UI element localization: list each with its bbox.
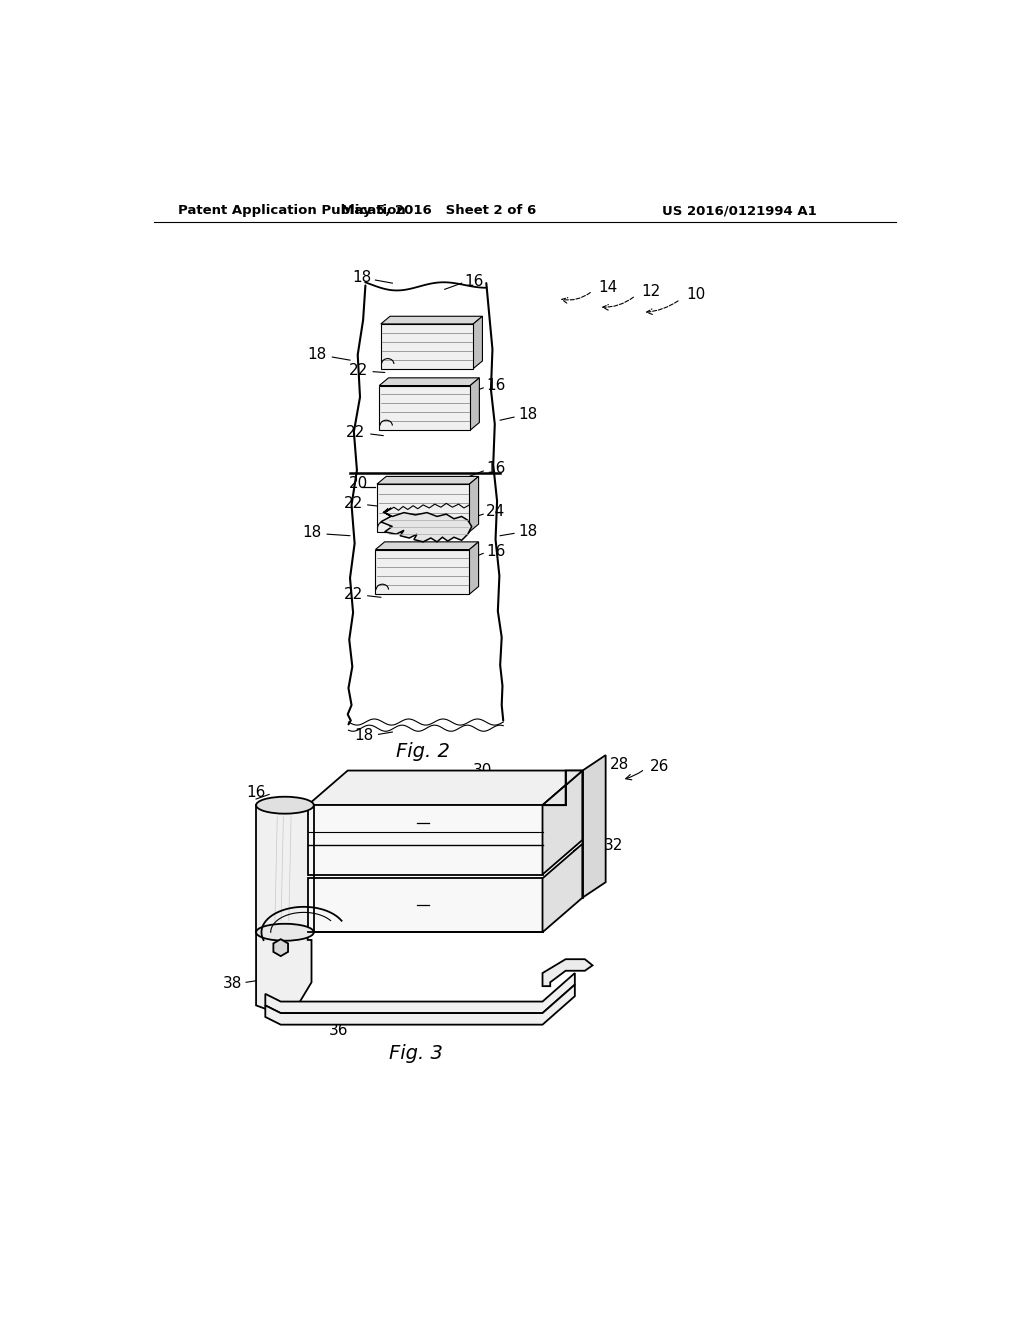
Text: 22: 22 — [344, 586, 364, 602]
Polygon shape — [583, 755, 605, 898]
Text: 18: 18 — [352, 271, 372, 285]
Text: May 5, 2016   Sheet 2 of 6: May 5, 2016 Sheet 2 of 6 — [341, 205, 537, 218]
Polygon shape — [543, 771, 583, 805]
Polygon shape — [256, 805, 313, 932]
Text: Fig. 3: Fig. 3 — [388, 1044, 442, 1063]
Text: 22: 22 — [346, 425, 366, 440]
Polygon shape — [377, 484, 469, 532]
Polygon shape — [377, 477, 478, 484]
Polygon shape — [348, 282, 503, 725]
Text: Fig. 2: Fig. 2 — [396, 742, 451, 760]
Text: 16: 16 — [246, 784, 265, 800]
Text: 12: 12 — [641, 284, 660, 300]
Ellipse shape — [256, 797, 313, 813]
Text: 16: 16 — [486, 378, 506, 393]
Text: 22: 22 — [348, 363, 368, 378]
Text: 18: 18 — [518, 524, 538, 539]
Polygon shape — [376, 543, 478, 549]
Text: 16: 16 — [486, 461, 506, 477]
Polygon shape — [307, 878, 543, 932]
Text: 22: 22 — [344, 496, 364, 511]
Polygon shape — [307, 805, 543, 875]
Polygon shape — [256, 932, 311, 1011]
Text: 18: 18 — [518, 408, 538, 422]
Polygon shape — [379, 378, 479, 385]
Polygon shape — [381, 323, 473, 368]
Polygon shape — [470, 378, 479, 430]
Text: 36: 36 — [329, 1023, 348, 1038]
Text: 14: 14 — [598, 280, 617, 296]
Text: Patent Application Publication: Patent Application Publication — [178, 205, 407, 218]
Text: 16: 16 — [465, 275, 484, 289]
Polygon shape — [307, 771, 583, 805]
Polygon shape — [469, 543, 478, 594]
Polygon shape — [381, 512, 472, 543]
Text: 20: 20 — [348, 475, 368, 491]
Text: 18: 18 — [354, 729, 373, 743]
Polygon shape — [543, 771, 583, 875]
Polygon shape — [543, 960, 593, 986]
Text: 32: 32 — [604, 838, 624, 853]
Text: 10: 10 — [686, 288, 706, 302]
Polygon shape — [381, 317, 482, 323]
Text: 26: 26 — [649, 759, 669, 775]
Polygon shape — [376, 549, 469, 594]
Text: 36: 36 — [414, 812, 433, 826]
Text: 16: 16 — [486, 544, 506, 558]
Polygon shape — [469, 477, 478, 532]
Text: 24: 24 — [486, 504, 506, 519]
Polygon shape — [265, 973, 574, 1014]
Text: 30: 30 — [473, 763, 493, 777]
Polygon shape — [543, 843, 583, 932]
Polygon shape — [273, 940, 288, 956]
Polygon shape — [265, 985, 574, 1024]
Ellipse shape — [256, 924, 313, 941]
Text: 18: 18 — [302, 525, 322, 540]
Polygon shape — [473, 317, 482, 368]
Text: US 2016/0121994 A1: US 2016/0121994 A1 — [662, 205, 816, 218]
Polygon shape — [379, 385, 470, 430]
Text: 38: 38 — [223, 977, 243, 991]
Text: 34: 34 — [414, 894, 433, 909]
Text: 18: 18 — [307, 347, 327, 362]
Text: 28: 28 — [609, 756, 629, 772]
